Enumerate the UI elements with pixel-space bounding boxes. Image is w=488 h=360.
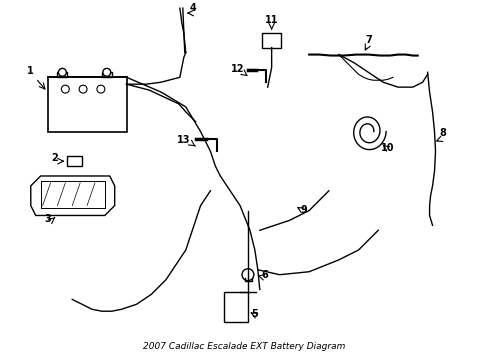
Text: 10: 10 <box>381 143 394 153</box>
Text: 6: 6 <box>261 270 267 280</box>
Text: 3: 3 <box>44 215 51 224</box>
Bar <box>57 72 67 77</box>
Text: 2: 2 <box>51 153 58 163</box>
Circle shape <box>97 85 104 93</box>
Text: 11: 11 <box>264 15 278 25</box>
Text: 8: 8 <box>438 129 445 139</box>
Bar <box>102 72 111 77</box>
Circle shape <box>58 68 66 76</box>
Text: 13: 13 <box>177 135 190 145</box>
Text: 7: 7 <box>364 35 371 45</box>
FancyBboxPatch shape <box>47 77 126 131</box>
Circle shape <box>102 68 110 76</box>
FancyBboxPatch shape <box>224 292 247 322</box>
Text: 12: 12 <box>231 64 244 74</box>
Text: 4: 4 <box>189 3 196 13</box>
Circle shape <box>79 85 87 93</box>
Circle shape <box>242 269 253 281</box>
Text: 1: 1 <box>27 66 34 76</box>
FancyBboxPatch shape <box>262 33 281 48</box>
FancyBboxPatch shape <box>67 156 82 166</box>
Circle shape <box>61 85 69 93</box>
Text: 5: 5 <box>251 309 258 319</box>
Text: 2007 Cadillac Escalade EXT Battery Diagram: 2007 Cadillac Escalade EXT Battery Diagr… <box>142 342 345 351</box>
Text: 9: 9 <box>300 204 307 215</box>
